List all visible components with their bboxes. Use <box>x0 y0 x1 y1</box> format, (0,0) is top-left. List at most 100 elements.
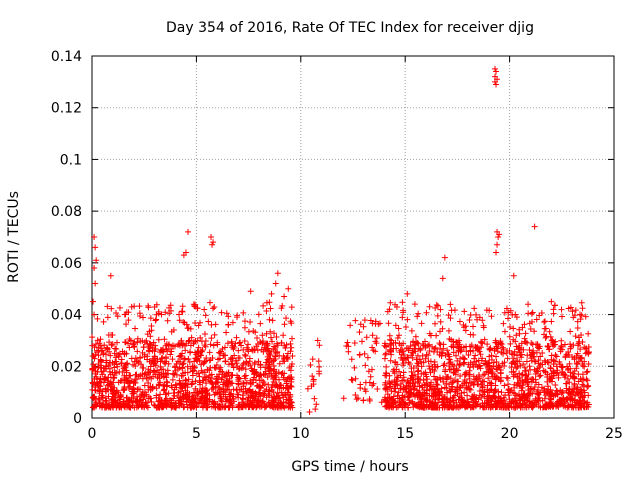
data-point <box>246 358 253 365</box>
data-point <box>235 391 242 398</box>
data-point <box>438 385 445 392</box>
data-point <box>113 310 120 317</box>
data-point <box>270 375 277 382</box>
data-point <box>103 365 110 372</box>
data-point <box>585 392 592 399</box>
data-point <box>570 370 577 377</box>
data-point <box>184 363 191 370</box>
data-point <box>558 400 565 407</box>
data-point <box>125 309 132 316</box>
data-point <box>445 350 452 357</box>
y-tick-label: 0 <box>73 411 82 427</box>
data-point <box>507 324 514 331</box>
data-point <box>369 320 376 327</box>
data-point <box>408 372 415 379</box>
data-point <box>304 385 311 392</box>
data-point <box>557 396 564 403</box>
data-point <box>564 363 571 370</box>
data-point <box>175 358 182 365</box>
data-point <box>223 310 230 317</box>
data-point <box>437 318 444 325</box>
data-point <box>424 382 431 389</box>
data-point <box>493 359 500 366</box>
data-point <box>579 305 586 312</box>
data-point <box>195 353 202 360</box>
data-point <box>248 346 255 353</box>
data-point <box>470 363 477 370</box>
data-point <box>281 404 288 411</box>
data-point <box>573 386 580 393</box>
data-point <box>572 404 579 411</box>
data-point <box>459 354 466 361</box>
data-point <box>493 353 500 360</box>
data-point <box>273 333 280 340</box>
data-point <box>161 402 168 409</box>
data-point <box>101 404 108 411</box>
data-point <box>97 336 104 343</box>
data-point <box>306 408 313 415</box>
data-point <box>518 372 525 379</box>
data-point <box>250 371 257 378</box>
data-point <box>230 364 237 371</box>
data-point <box>313 401 320 408</box>
data-point <box>91 265 98 272</box>
data-point <box>98 379 105 386</box>
data-point <box>141 389 148 396</box>
data-point <box>415 345 422 352</box>
data-point <box>410 338 417 345</box>
data-point <box>542 334 549 341</box>
data-point <box>255 340 262 347</box>
data-point <box>249 404 256 411</box>
data-point <box>445 312 452 319</box>
data-point <box>255 311 262 318</box>
data-point <box>137 354 143 361</box>
data-point <box>432 389 439 396</box>
data-point <box>486 345 493 352</box>
data-point <box>219 381 226 388</box>
data-point <box>585 382 592 389</box>
data-point <box>447 375 454 382</box>
data-point <box>270 393 277 400</box>
data-point <box>543 333 550 340</box>
data-point <box>396 402 403 409</box>
data-point <box>206 349 213 356</box>
data-point <box>572 392 579 399</box>
x-tick-label: 20 <box>501 426 519 442</box>
data-point <box>355 395 362 402</box>
data-point <box>265 345 272 352</box>
data-point <box>261 401 268 408</box>
data-point <box>210 305 217 312</box>
data-point <box>424 342 431 349</box>
data-point <box>580 387 587 394</box>
data-point <box>423 387 430 394</box>
data-point <box>507 388 514 395</box>
data-point <box>121 383 128 390</box>
data-point <box>386 399 393 406</box>
data-point <box>116 402 123 409</box>
data-point <box>410 391 417 398</box>
data-point <box>157 363 164 370</box>
data-point <box>240 309 247 316</box>
data-point <box>167 396 174 403</box>
data-point <box>349 377 356 384</box>
data-point <box>126 336 133 343</box>
data-point <box>541 389 548 396</box>
data-point <box>189 372 196 379</box>
data-point <box>437 306 444 313</box>
data-point <box>440 345 447 352</box>
data-point <box>443 376 450 383</box>
data-point <box>243 344 250 351</box>
data-point <box>367 317 374 324</box>
data-point <box>490 394 497 401</box>
data-point <box>229 355 236 362</box>
data-point <box>416 383 423 390</box>
data-point <box>542 404 549 411</box>
data-point <box>529 341 536 348</box>
data-point <box>495 234 502 240</box>
data-point <box>432 344 439 351</box>
data-point <box>148 398 155 405</box>
data-point <box>351 364 358 371</box>
data-point <box>208 371 215 378</box>
data-point <box>579 376 586 383</box>
data-point <box>90 361 97 368</box>
